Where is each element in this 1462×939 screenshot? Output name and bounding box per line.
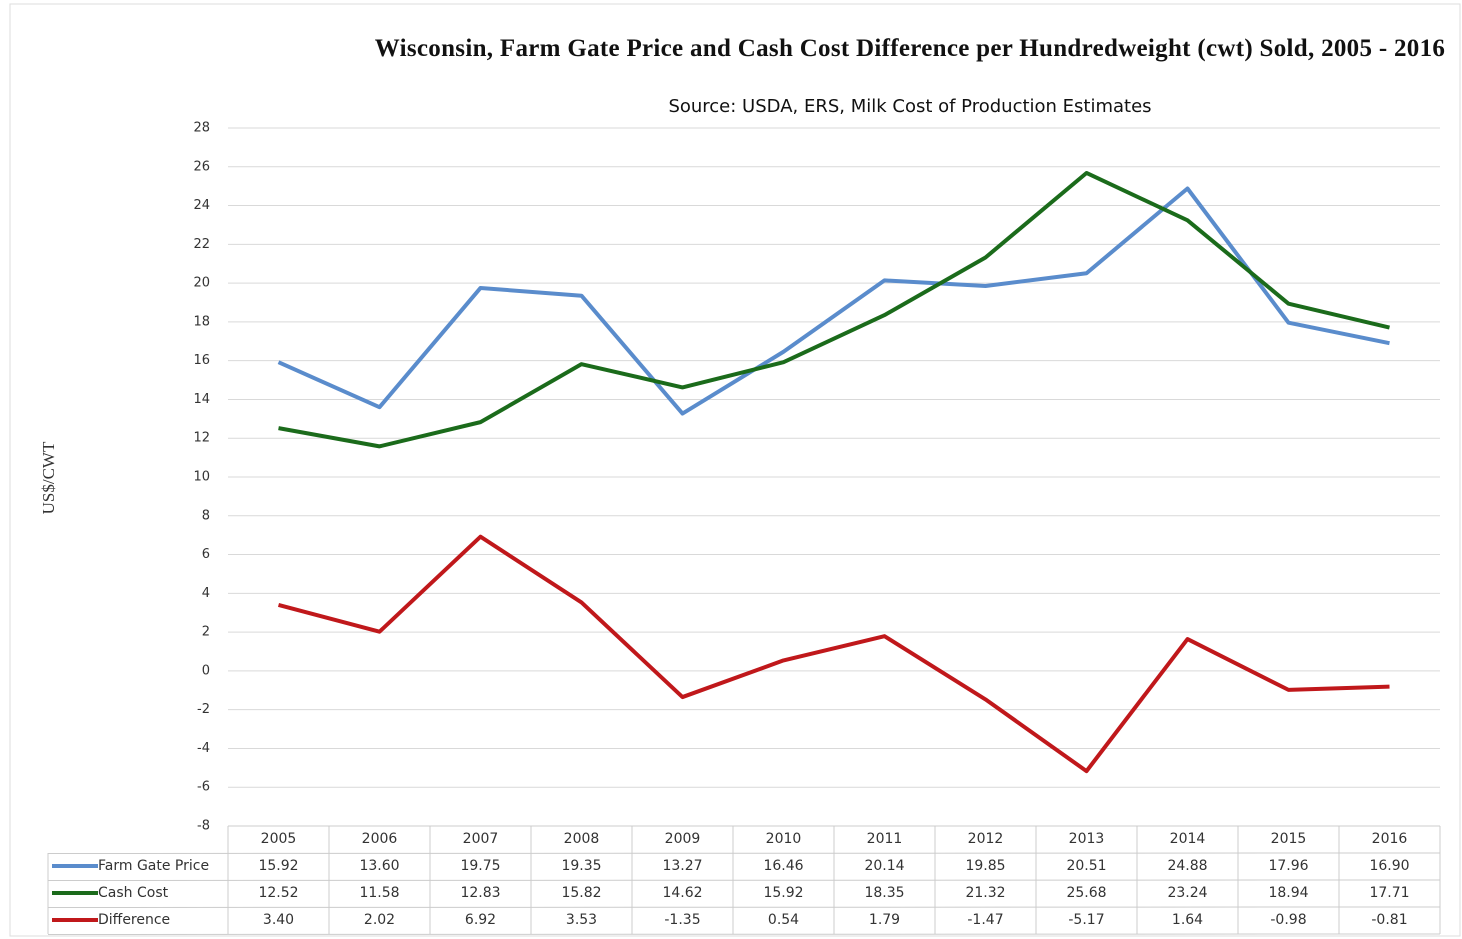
table-line (47, 933, 1441, 935)
table-value: 13.60 (359, 858, 399, 874)
table-value: 6.92 (465, 912, 496, 928)
series-line (277, 534, 1390, 774)
y-tick-label: -8 (197, 819, 210, 834)
table-value: 19.35 (561, 858, 601, 874)
table-value: 18.35 (864, 885, 904, 901)
x-tick-label: 2011 (867, 831, 903, 847)
y-tick-label: 28 (193, 121, 210, 136)
table-value: 25.68 (1066, 885, 1106, 901)
table-value: -0.98 (1270, 912, 1306, 928)
table-value: 16.46 (763, 858, 803, 874)
x-tick-label: 2014 (1170, 831, 1206, 847)
y-tick-label: 6 (202, 547, 210, 562)
y-tick-label: 22 (193, 237, 210, 252)
x-tick-label: 2007 (463, 831, 499, 847)
y-tick-label: 12 (193, 431, 210, 446)
table-value: 23.24 (1167, 885, 1207, 901)
table-value: 12.83 (460, 885, 500, 901)
y-tick-label: -4 (197, 741, 210, 756)
table-value: 2.02 (364, 912, 395, 928)
table-value: 15.92 (763, 885, 803, 901)
table-value: 14.62 (662, 885, 702, 901)
table-value: -0.81 (1371, 912, 1407, 928)
table-value: 17.71 (1369, 885, 1409, 901)
chart-title: Wisconsin, Farm Gate Price and Cash Cost… (374, 35, 1446, 62)
y-tick-label: 2 (202, 625, 210, 640)
table-value: -1.35 (664, 912, 700, 928)
table-line (47, 852, 1441, 854)
table-value: 20.14 (864, 858, 904, 874)
table-value: 12.52 (258, 885, 298, 901)
table-value: 1.79 (869, 912, 900, 928)
x-tick-label: 2006 (362, 831, 398, 847)
table-value: 3.40 (263, 912, 294, 928)
y-tick-label: 4 (202, 586, 210, 601)
legend-label: Farm Gate Price (98, 858, 209, 874)
y-tick-label: 8 (202, 508, 210, 523)
y-tick-label: 16 (193, 353, 210, 368)
table-value: 19.85 (965, 858, 1005, 874)
table-value: 15.82 (561, 885, 601, 901)
x-tick-label: 2009 (665, 831, 701, 847)
y-axis-label: US$/CWT (39, 441, 58, 514)
y-tick-label: 26 (193, 159, 210, 174)
table-value: 1.64 (1172, 912, 1203, 928)
table-value: 16.90 (1369, 858, 1409, 874)
legend-label: Difference (98, 912, 170, 928)
table-value: 3.53 (566, 912, 597, 928)
y-tick-label: 0 (202, 663, 210, 678)
y-tick-label: 14 (193, 392, 210, 407)
table-line (47, 879, 1441, 881)
table-value: 11.58 (359, 885, 399, 901)
series-line (277, 186, 1390, 416)
series-line (278, 170, 1390, 449)
x-tick-label: 2016 (1372, 831, 1408, 847)
table-value: 21.32 (965, 885, 1005, 901)
table-value: 20.51 (1066, 858, 1106, 874)
x-tick-label: 2010 (766, 831, 802, 847)
x-tick-label: 2013 (1069, 831, 1105, 847)
table-value: 17.96 (1268, 858, 1308, 874)
table-value: -1.47 (967, 912, 1003, 928)
y-tick-label: -6 (197, 780, 210, 795)
chart-subtitle: Source: USDA, ERS, Milk Cost of Producti… (668, 96, 1152, 117)
y-tick-label: 24 (193, 198, 210, 213)
table-value: 13.27 (662, 858, 702, 874)
y-tick-label: -2 (197, 702, 210, 717)
x-tick-label: 2015 (1271, 831, 1307, 847)
x-tick-label: 2008 (564, 831, 600, 847)
x-tick-label: 2005 (261, 831, 297, 847)
y-tick-label: 20 (193, 276, 210, 291)
table-value: 19.75 (460, 858, 500, 874)
table-value: 24.88 (1167, 858, 1207, 874)
table-line (47, 906, 1441, 908)
x-tick-label: 2012 (968, 831, 1004, 847)
table-value: 15.92 (258, 858, 298, 874)
table-value: -5.17 (1068, 912, 1104, 928)
frame (9, 3, 1461, 937)
y-tick-label: 10 (193, 470, 210, 485)
table-value: 18.94 (1268, 885, 1308, 901)
y-tick-label: 18 (193, 314, 210, 329)
table-value: 0.54 (768, 912, 799, 928)
legend-label: Cash Cost (98, 885, 169, 901)
